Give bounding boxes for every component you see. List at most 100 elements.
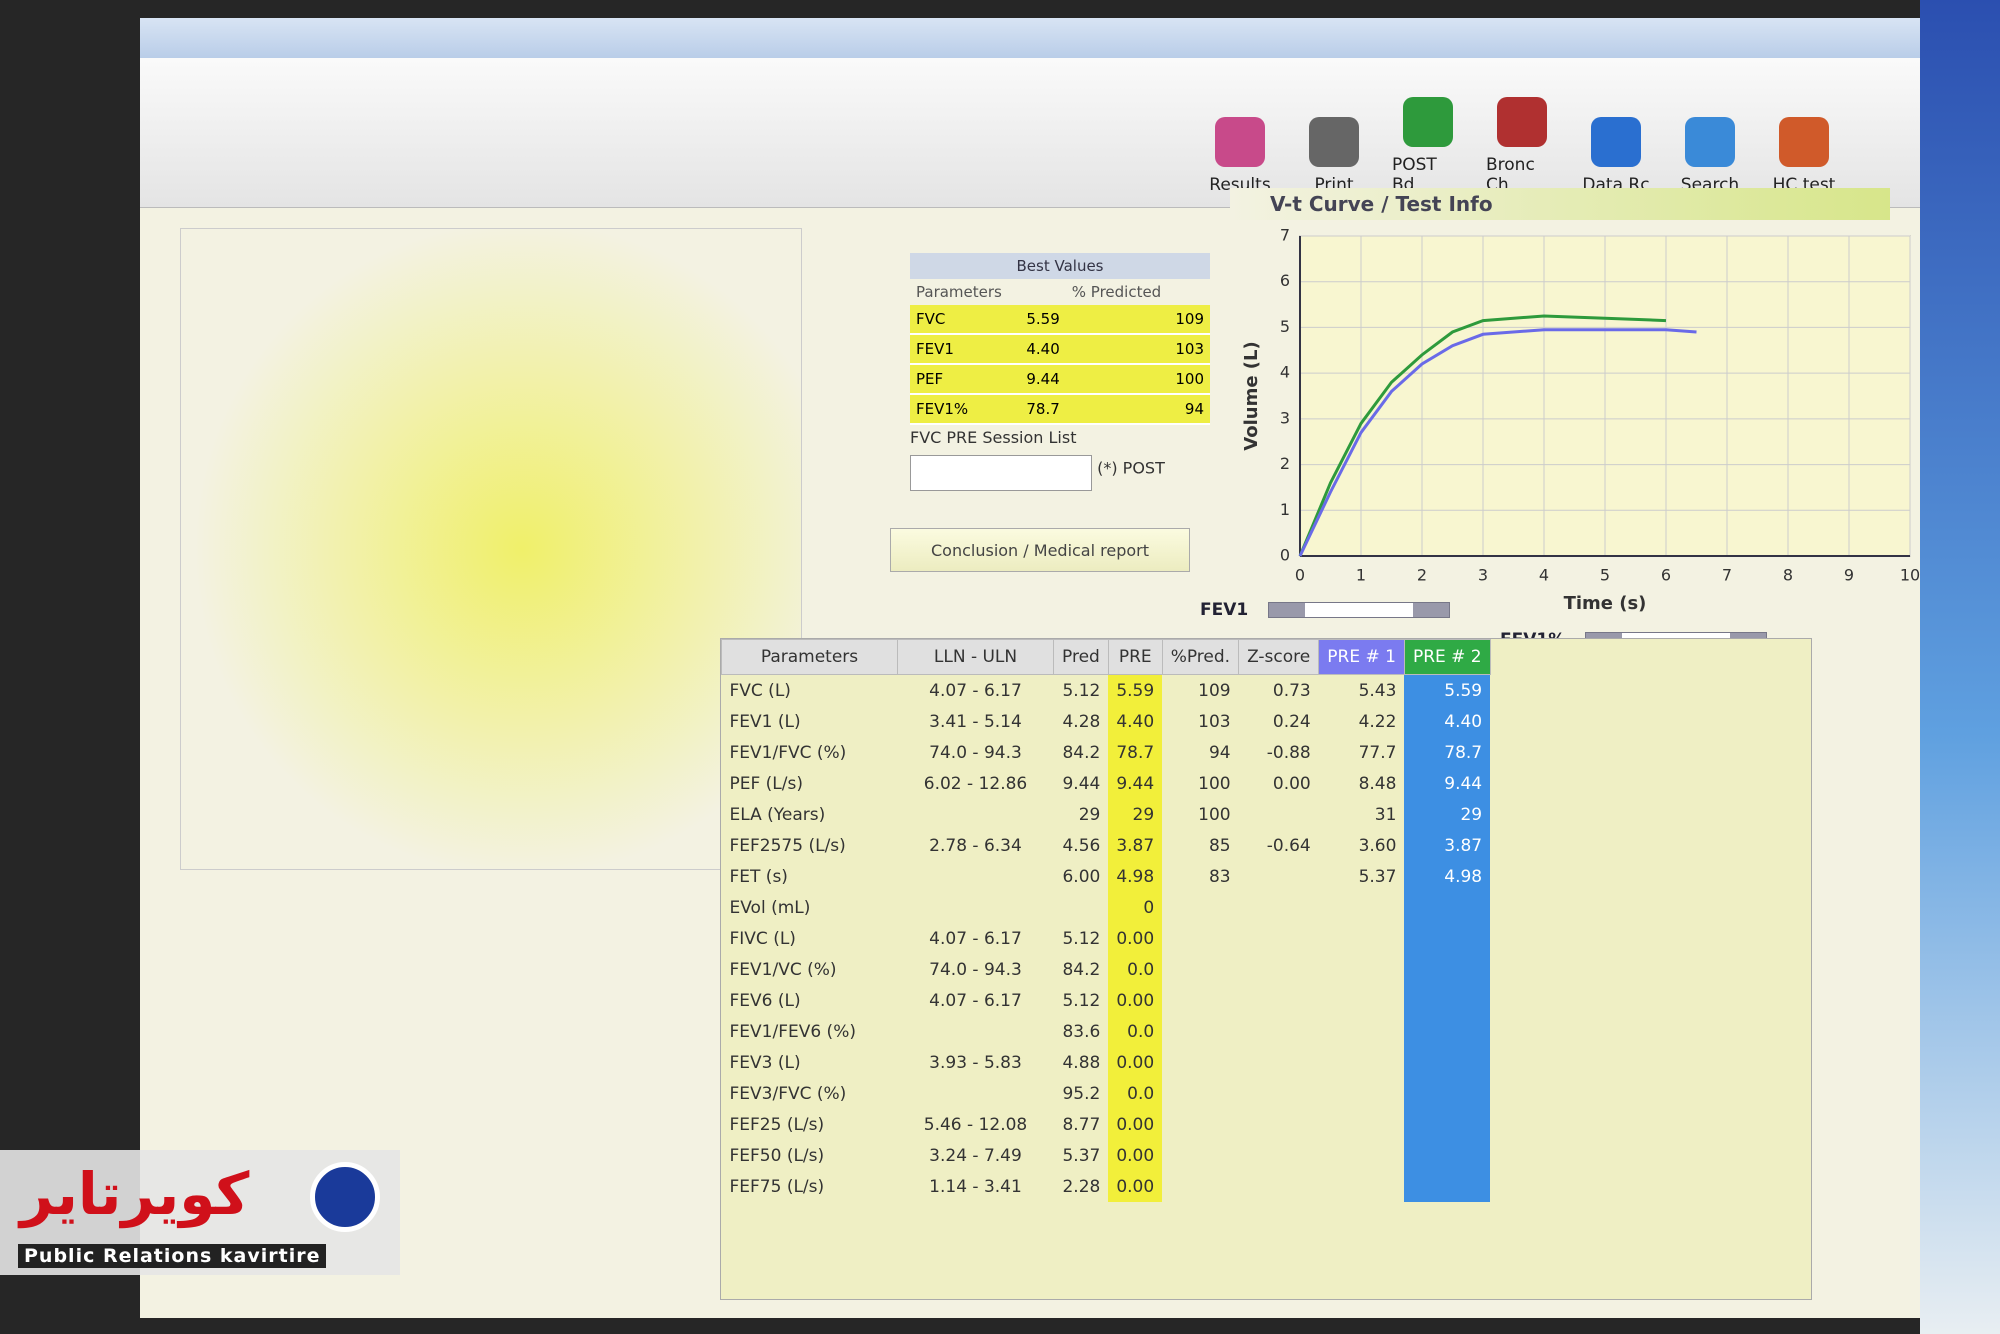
cell: 4.40 — [1404, 706, 1491, 737]
row: FEV6 (L) 4.07 - 6.17 5.12 0.00 — [722, 985, 1491, 1016]
toolbar-button[interactable]: HC test — [1768, 58, 1840, 207]
column-header: PRE # 2 — [1403, 639, 1491, 675]
toolbar-icon — [1779, 117, 1829, 167]
cell: 9.44 — [1001, 364, 1066, 395]
cell — [1162, 1016, 1238, 1047]
cell — [1239, 1140, 1319, 1171]
cell: -0.88 — [1266, 742, 1311, 763]
cell: 4.28 — [1062, 711, 1101, 732]
cell — [1404, 892, 1491, 923]
row: FEF2575 (L/s) 2.78 - 6.34 4.56 3.87 85 -0.64 3… — [722, 830, 1491, 861]
cell — [1404, 1140, 1491, 1171]
row: FIVC (L) 4.07 - 6.17 5.12 0.00 — [722, 923, 1491, 954]
cell: 0.0 — [1108, 1078, 1163, 1109]
app-window: Results Print POST Bd Bronc Ch Data Rc Search… — [140, 18, 1920, 1318]
row: FEV1 (L) 3.41 - 5.14 4.28 4.40 103 0.24 4.22 4.… — [722, 706, 1491, 737]
cell — [1404, 1047, 1491, 1078]
vt-title: V-t Curve / Test Info — [1230, 188, 1890, 220]
cell: 78.7 — [1001, 394, 1066, 425]
cell — [1162, 954, 1238, 985]
cell: 0.00 — [1108, 923, 1163, 954]
toolbar-button[interactable]: Data Rc — [1580, 58, 1652, 207]
row: FEV1% 78.7 94 — [910, 394, 1210, 425]
cell — [1319, 1140, 1405, 1171]
y-tick-label: 2 — [1280, 454, 1290, 473]
desktop — [1920, 0, 2000, 1334]
row: FEF75 (L/s) 1.14 - 3.41 2.28 0.00 — [722, 1171, 1491, 1202]
cell — [898, 861, 1054, 892]
cell: 0.00 — [1108, 1140, 1163, 1171]
cell: 85 — [1208, 835, 1231, 856]
cell — [1162, 1171, 1238, 1202]
cell: 5.43 — [1358, 680, 1397, 701]
cell: 0.0 — [1108, 954, 1163, 985]
cell — [1054, 892, 1109, 923]
best-values: Best Values Parameters % Predicted FVC 5.59… — [910, 253, 1210, 425]
cell: 4.07 - 6.17 — [929, 928, 1022, 949]
cell — [1319, 892, 1405, 923]
y-tick-label: 4 — [1280, 363, 1290, 382]
toolbar-icon — [1215, 117, 1265, 167]
cell: 100 — [1065, 364, 1210, 395]
cell: ELA (Years) — [729, 804, 826, 825]
cell: 3.93 - 5.83 — [929, 1052, 1022, 1073]
column-header: LLN - ULN — [897, 639, 1054, 675]
toolbar-button[interactable]: Bronc Ch — [1486, 58, 1558, 207]
vt-chart: 0 1 2 3 4 5 6 7 8 9 10 0 1 2 3 4 5 6 7 Time (s) Volume (L) — [1241, 226, 1920, 614]
row: FEV1 4.40 103 — [910, 334, 1210, 365]
cell: 0.00 — [1108, 1171, 1163, 1202]
cell — [1239, 1016, 1319, 1047]
toolbar-button[interactable]: Print — [1298, 58, 1370, 207]
row: PEF (L/s) 6.02 - 12.86 9.44 9.44 100 0.00 8.48… — [722, 768, 1491, 799]
cell: 5.12 — [1062, 990, 1101, 1011]
x-tick-label: 9 — [1844, 566, 1854, 585]
gauge: FEV1 — [1200, 600, 1451, 620]
cell: 5.59 — [1001, 305, 1066, 335]
y-axis-label: Volume (L) — [1241, 341, 1262, 450]
row: FEV1/VC (%) 74.0 - 94.3 84.2 0.0 — [722, 954, 1491, 985]
session-select[interactable] — [910, 455, 1092, 491]
cell — [1162, 985, 1238, 1016]
cell: 3.87 — [1108, 830, 1163, 861]
y-tick-label: 3 — [1280, 408, 1290, 427]
cell: PEF — [910, 364, 1002, 395]
cell — [1239, 985, 1319, 1016]
cell: 109 — [1198, 680, 1231, 701]
cell: 74.0 - 94.3 — [929, 959, 1022, 980]
series-line — [1298, 314, 1667, 557]
cell: 0.00 — [1272, 773, 1311, 794]
conclusion-button[interactable]: Conclusion / Medical report — [890, 528, 1190, 572]
cell — [1239, 1047, 1319, 1078]
cell: 3.87 — [1404, 830, 1491, 861]
y-tick-label: 6 — [1280, 271, 1290, 290]
watermark-emblem — [310, 1162, 380, 1232]
y-tick-label: 0 — [1280, 546, 1290, 565]
cell: 84.2 — [1062, 959, 1101, 980]
cell: FEV1 — [910, 334, 1002, 365]
x-axis-label: Time (s) — [1564, 593, 1647, 614]
cell — [1404, 985, 1491, 1016]
x-tick-label: 0 — [1295, 566, 1305, 585]
cell: 29 — [1404, 799, 1491, 830]
toolbar-button[interactable]: Results — [1204, 58, 1276, 207]
cell: FEF25 (L/s) — [729, 1114, 825, 1135]
cell: 83.6 — [1062, 1021, 1101, 1042]
cell — [1319, 1016, 1405, 1047]
cell: FEV1/FVC (%) — [729, 742, 847, 763]
cell: 0.00 — [1108, 1109, 1163, 1140]
session-post[interactable]: (*) POST — [1097, 458, 1165, 478]
cell: 9.44 — [1404, 768, 1491, 799]
toolbar-button[interactable]: Search — [1674, 58, 1746, 207]
toolbar-button[interactable]: POST Bd — [1392, 58, 1464, 207]
session-list: FVC PRE Session List (*) POST — [910, 428, 1210, 491]
cell: 4.07 - 6.17 — [929, 990, 1022, 1011]
row: EVol (mL) 0 — [722, 892, 1491, 923]
cell — [1239, 954, 1319, 985]
cell: 5.12 — [1062, 680, 1101, 701]
cell: FEV3/FVC (%) — [729, 1083, 847, 1104]
row: FEV1/FVC (%) 74.0 - 94.3 84.2 78.7 94 -0.88 77… — [722, 737, 1491, 768]
cell — [1162, 1140, 1238, 1171]
watermark-caption: Public Relations kavirtire — [18, 1244, 327, 1268]
flow-volume-plot — [180, 228, 802, 870]
column-header: Pred — [1053, 639, 1109, 675]
